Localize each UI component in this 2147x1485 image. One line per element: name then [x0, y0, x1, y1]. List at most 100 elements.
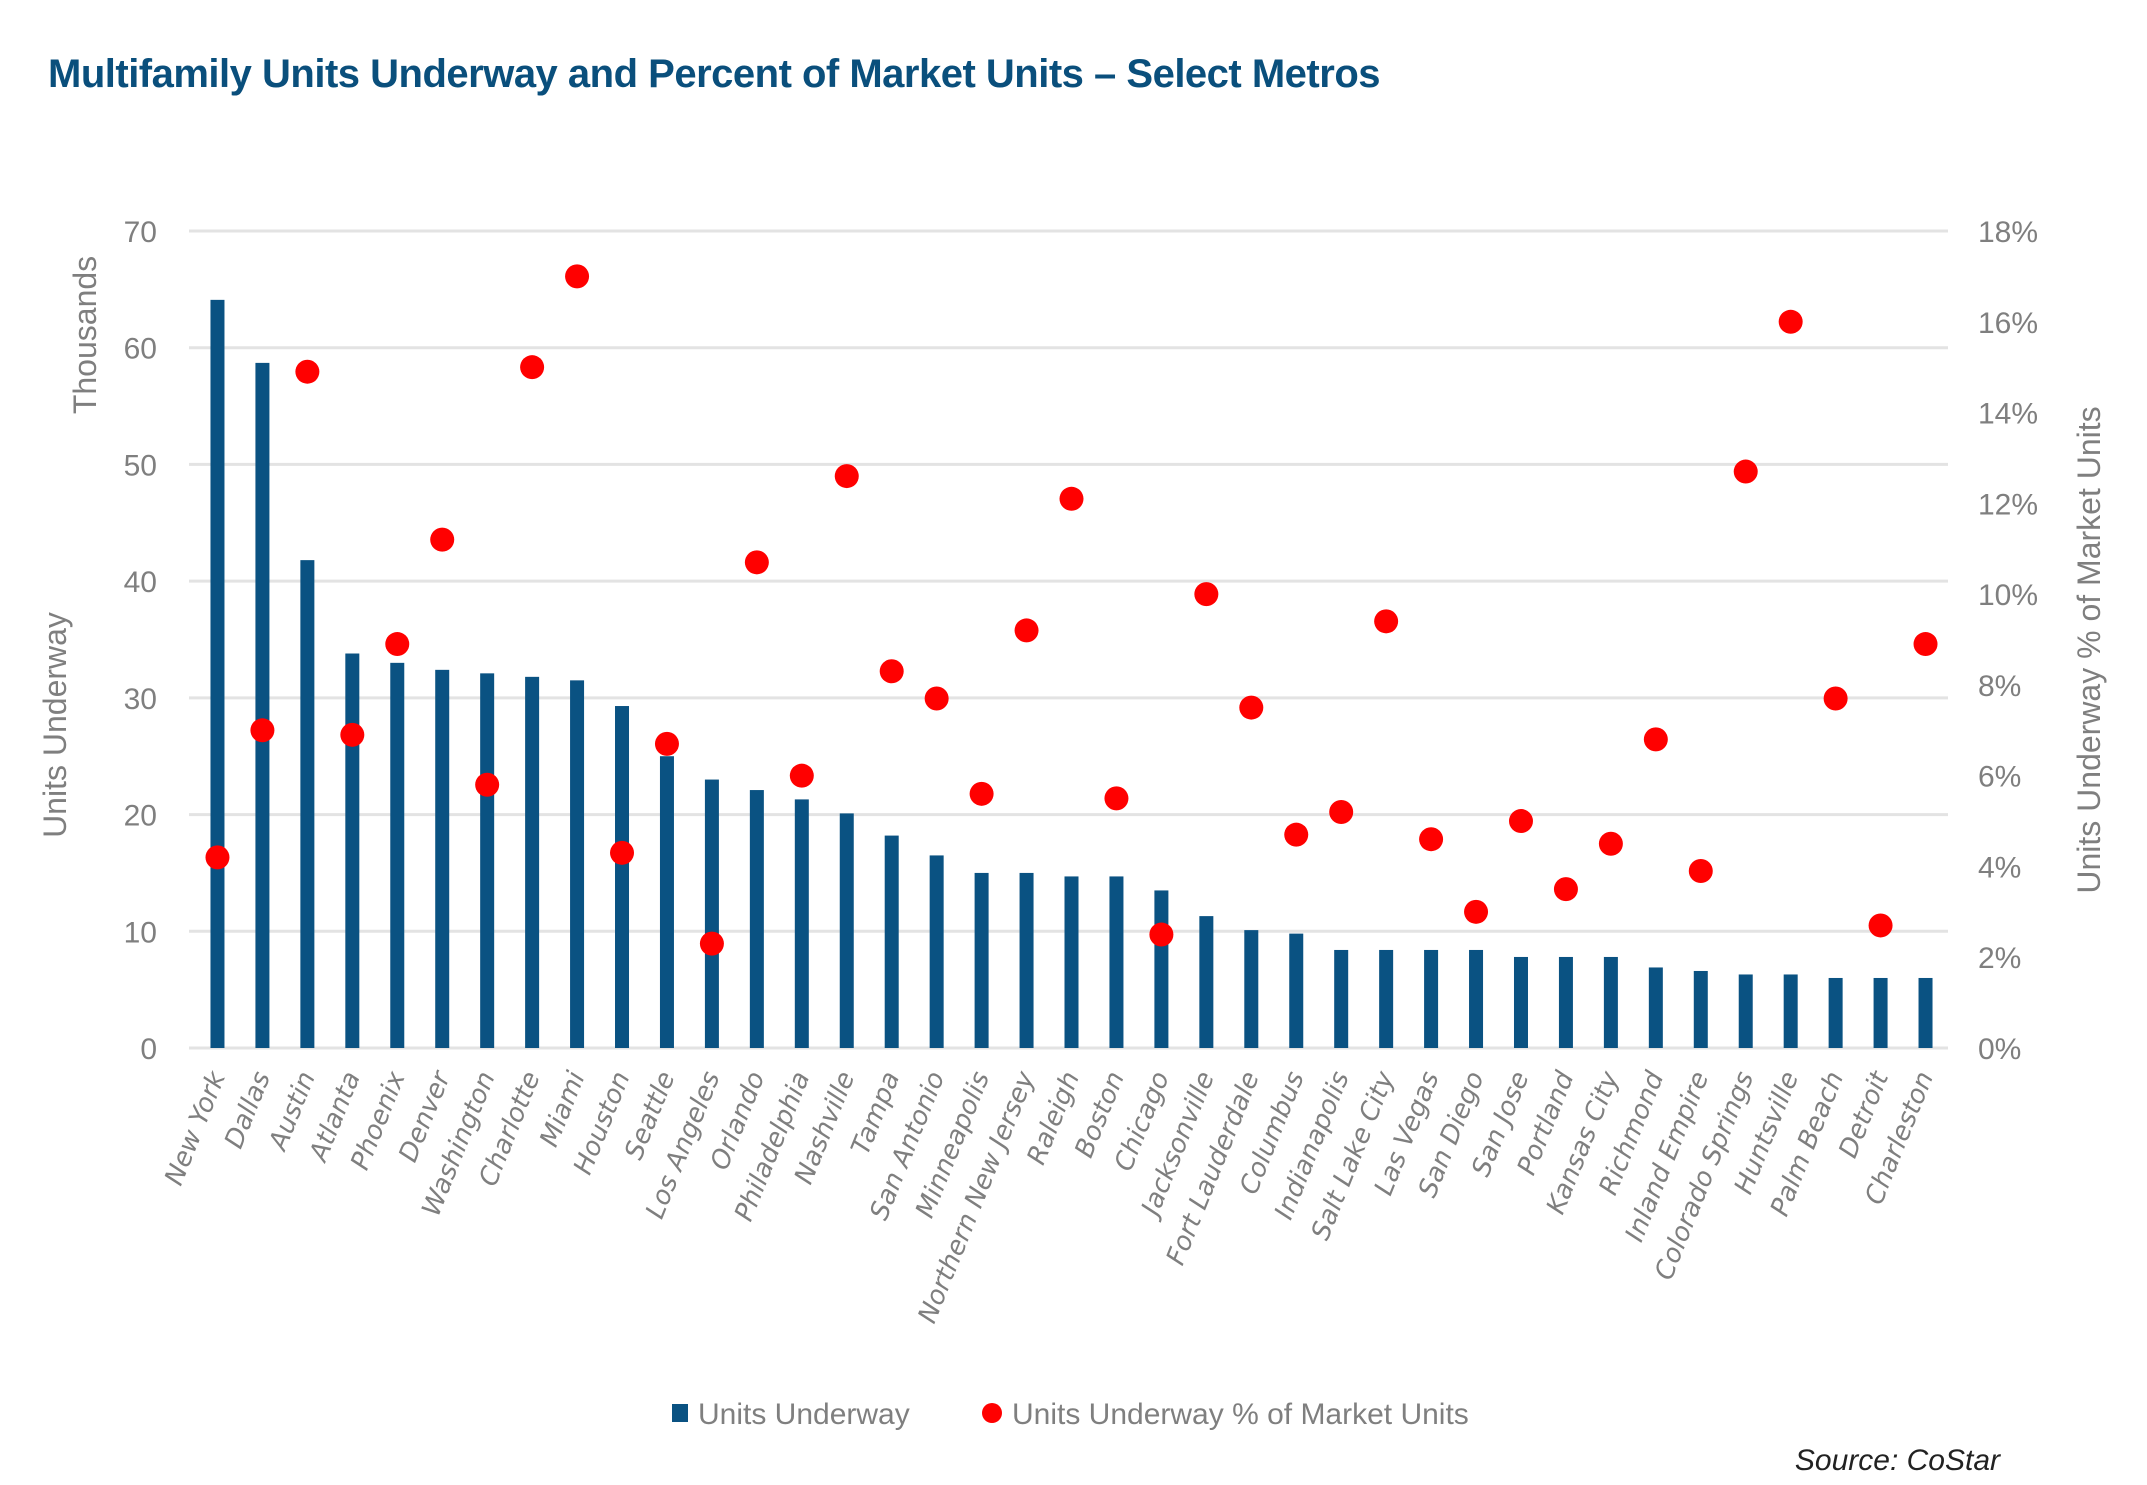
bar [480, 673, 495, 1048]
bar [1019, 872, 1034, 1048]
legend-label-percent: Units Underway % of Market Units [1012, 1398, 1469, 1431]
dot [1913, 632, 1938, 657]
dot [969, 781, 994, 806]
dot [295, 359, 320, 384]
dot [1733, 459, 1758, 484]
dot [1149, 922, 1174, 947]
left-tick-label: 20 [124, 800, 157, 833]
legend-label-units-underway: Units Underway [698, 1398, 910, 1431]
dot [1374, 609, 1399, 634]
dot [205, 845, 230, 870]
bar [1379, 949, 1394, 1048]
bar [884, 835, 899, 1048]
bar [1513, 956, 1528, 1048]
right-tick-label: 8% [1978, 670, 2021, 703]
bar [570, 680, 585, 1048]
right-tick-label: 12% [1978, 488, 2038, 521]
dot [789, 763, 814, 788]
bar [255, 362, 270, 1048]
dot [1284, 822, 1309, 847]
bar [1828, 977, 1843, 1048]
dot [654, 731, 679, 756]
chart-title: Multifamily Units Underway and Percent o… [48, 52, 1381, 96]
bar [615, 706, 630, 1048]
dot [1194, 582, 1219, 607]
right-tick-label: 18% [1978, 216, 2038, 249]
bar [1064, 876, 1079, 1048]
dot [1419, 827, 1444, 852]
dot [699, 931, 724, 956]
left-tick-label: 10 [124, 916, 157, 949]
bar [974, 872, 989, 1048]
dot [1239, 695, 1264, 720]
right-tick-label: 16% [1978, 307, 2038, 340]
left-tick-label: 70 [124, 216, 157, 249]
dot [1868, 913, 1893, 938]
dot [1823, 686, 1848, 711]
right-tick-label: 0% [1978, 1033, 2021, 1066]
dot [1104, 786, 1129, 811]
right-axis-ticks: 0% 2% 4% 6% 8% 10% 12% 14% 16% 18% [1978, 216, 2038, 1066]
right-axis-title: Units Underway % of Market Units [2071, 406, 2107, 893]
left-tick-label: 30 [124, 683, 157, 716]
dot [1598, 831, 1623, 856]
dot [1688, 858, 1713, 883]
bar [704, 779, 719, 1048]
dot [879, 659, 904, 684]
bar [435, 669, 450, 1048]
dot [834, 464, 859, 489]
dot [1508, 809, 1533, 834]
right-tick-label: 6% [1978, 761, 2021, 794]
right-tick-label: 2% [1978, 942, 2021, 975]
dot [610, 840, 635, 865]
left-tick-label: 60 [124, 333, 157, 366]
bar [1603, 956, 1618, 1048]
dot [1464, 899, 1489, 924]
bar [1424, 949, 1439, 1048]
dot [744, 550, 769, 575]
bar [1918, 977, 1933, 1048]
bar [1334, 949, 1349, 1048]
bar [1109, 876, 1124, 1048]
bar [1199, 916, 1214, 1048]
bar [390, 662, 405, 1048]
bar [1693, 970, 1708, 1048]
right-tick-label: 14% [1978, 398, 2038, 431]
right-tick-label: 4% [1978, 851, 2021, 884]
bar [794, 799, 809, 1048]
legend-swatch-percent [982, 1403, 1002, 1423]
dot [1553, 877, 1578, 902]
bar [210, 299, 225, 1048]
bar-series [210, 299, 1933, 1048]
left-axis-ticks: 0 10 20 30 40 50 60 70 [124, 216, 157, 1066]
left-tick-label: 50 [124, 449, 157, 482]
right-tick-label: 10% [1978, 579, 2038, 612]
dot [340, 722, 365, 747]
bar [300, 560, 315, 1048]
source-note: Source: CoStar [1795, 1444, 2001, 1477]
bar [1648, 967, 1663, 1048]
bar [1873, 977, 1888, 1048]
bar [1469, 949, 1484, 1048]
legend: Units Underway Units Underway % of Marke… [672, 1398, 1469, 1431]
bar [749, 790, 764, 1048]
bar [1783, 974, 1798, 1048]
dot [520, 355, 545, 380]
dot [1014, 618, 1039, 643]
dot [385, 632, 410, 657]
bar [1154, 890, 1169, 1048]
dot [565, 264, 590, 289]
dot [475, 772, 500, 797]
dot [1778, 309, 1803, 334]
dot [924, 686, 949, 711]
dot-series [205, 264, 1938, 956]
bar [929, 855, 944, 1048]
left-tick-label: 0 [140, 1033, 157, 1066]
left-tick-label: 40 [124, 566, 157, 599]
bar [1289, 933, 1304, 1048]
category-labels: New YorkDallasAustinAtlantaPhoenixDenver… [159, 1065, 1940, 1327]
bar [659, 756, 674, 1048]
left-axis-title: Units Underway [37, 612, 73, 838]
dot [1059, 486, 1084, 511]
dot [250, 718, 275, 743]
